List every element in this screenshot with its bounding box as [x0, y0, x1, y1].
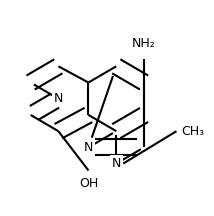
- Text: NH₂: NH₂: [132, 37, 156, 50]
- Text: N: N: [54, 92, 63, 105]
- Text: OH: OH: [79, 178, 98, 191]
- Text: N: N: [84, 141, 93, 154]
- Text: CH₃: CH₃: [181, 125, 204, 138]
- Text: N: N: [111, 157, 121, 170]
